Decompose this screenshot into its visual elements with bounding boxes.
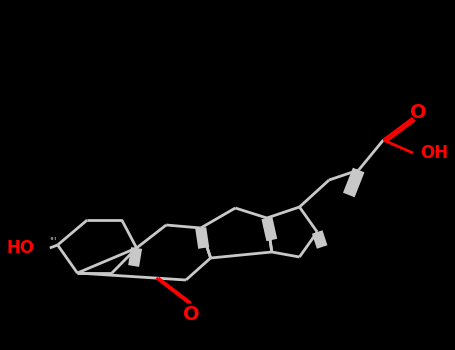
Text: HO: HO	[7, 239, 35, 257]
Text: ''': '''	[49, 236, 56, 246]
Text: O: O	[410, 104, 426, 122]
Text: OH: OH	[420, 144, 448, 162]
Text: O: O	[182, 306, 199, 324]
